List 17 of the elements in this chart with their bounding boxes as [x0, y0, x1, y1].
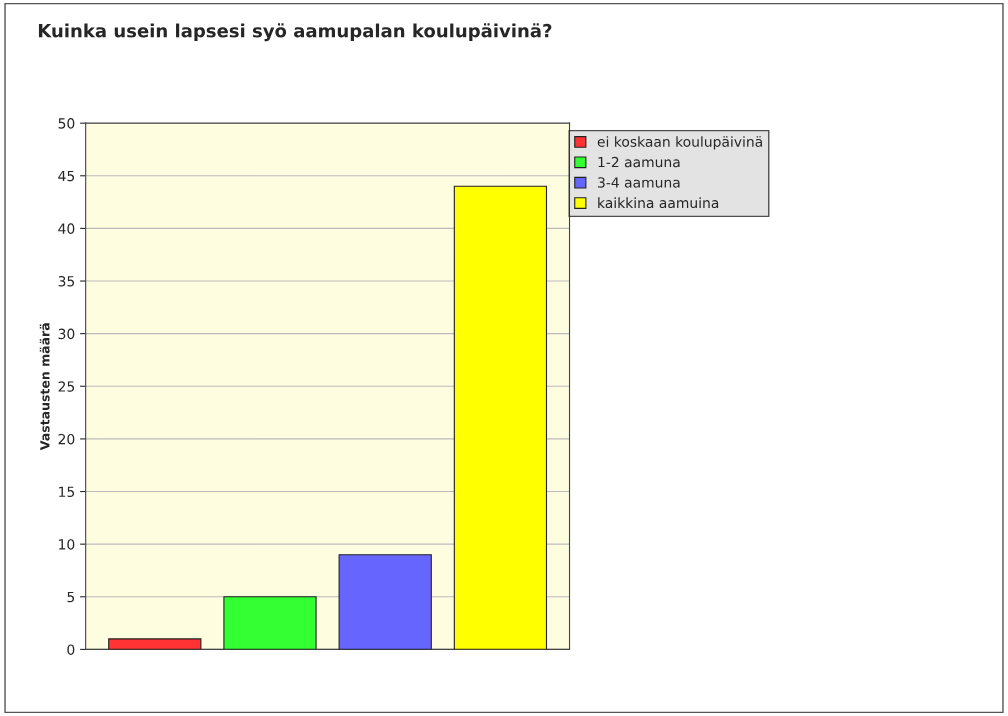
- legend-label: ei koskaan koulupäivinä: [597, 136, 762, 150]
- y-tick-label: 35: [58, 276, 75, 287]
- y-tick-label: 25: [58, 381, 75, 392]
- chart-title: Kuinka usein lapsesi syö aamupalan koulupäivinä?: [38, 23, 552, 42]
- y-tick-label: 15: [59, 486, 75, 498]
- legend-label: 3-4 aamuna: [598, 177, 680, 188]
- y-tick-label: 0: [67, 644, 75, 655]
- y-tick-label: 30: [58, 328, 75, 340]
- legend-label: kaikkina aamuina: [598, 197, 719, 209]
- y-tick-label: 45: [58, 170, 75, 182]
- y-tick-label: 10: [59, 539, 75, 550]
- y-axis-title: Vastausten määrä: [39, 323, 50, 451]
- y-tick-label: 20: [58, 433, 75, 445]
- y-tick-label: 50: [58, 118, 75, 129]
- y-tick-label: 40: [58, 223, 75, 234]
- legend-label: 1-2 aamuna: [598, 156, 680, 168]
- y-tick-label: 5: [67, 591, 75, 603]
